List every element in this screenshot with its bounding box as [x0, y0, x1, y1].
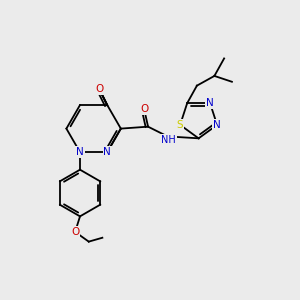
Text: NH: NH: [161, 135, 176, 145]
Text: N: N: [206, 98, 214, 108]
Text: N: N: [213, 120, 221, 130]
Text: O: O: [71, 227, 79, 237]
Text: O: O: [140, 104, 148, 114]
Text: N: N: [76, 147, 84, 157]
Text: O: O: [95, 85, 104, 94]
Text: S: S: [177, 120, 183, 130]
Text: N: N: [103, 147, 111, 157]
